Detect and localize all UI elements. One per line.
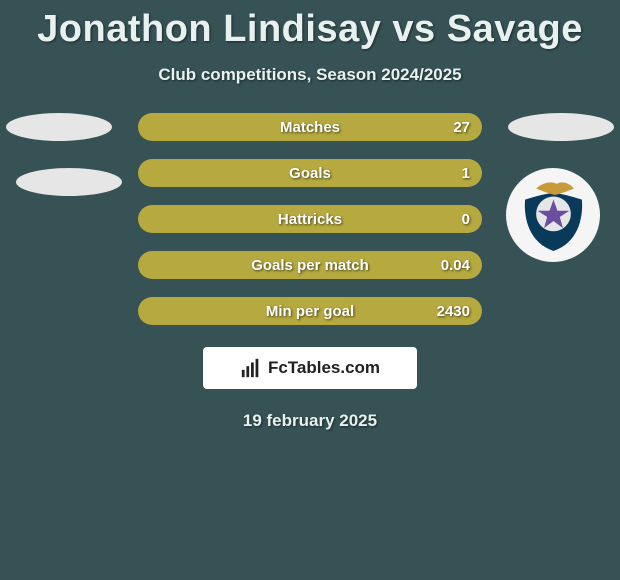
stat-row: Matches27 bbox=[138, 113, 482, 141]
stat-label: Min per goal bbox=[138, 303, 482, 320]
stat-row: Min per goal2430 bbox=[138, 297, 482, 325]
stat-value: 2430 bbox=[437, 303, 470, 320]
stat-row: Goals1 bbox=[138, 159, 482, 187]
page-title: Jonathon Lindisay vs Savage bbox=[0, 0, 620, 51]
stat-label: Goals per match bbox=[138, 257, 482, 274]
stat-value: 1 bbox=[462, 165, 470, 182]
brand-attribution: FcTables.com bbox=[203, 347, 417, 389]
club-crest bbox=[506, 168, 600, 262]
main-content: Matches27 Goals1 Hattricks0 Goals per match… bbox=[0, 113, 620, 431]
right-avatar-placeholder-1 bbox=[508, 113, 614, 141]
left-avatar-placeholder-1 bbox=[6, 113, 112, 141]
stat-value: 27 bbox=[453, 119, 470, 136]
stat-value: 0 bbox=[462, 211, 470, 228]
stat-value: 0.04 bbox=[441, 257, 470, 274]
stat-row: Goals per match0.04 bbox=[138, 251, 482, 279]
left-avatar-placeholder-2 bbox=[16, 168, 122, 196]
brand-label: FcTables.com bbox=[268, 358, 380, 378]
stat-rows: Matches27 Goals1 Hattricks0 Goals per match… bbox=[138, 113, 482, 325]
stat-label: Matches bbox=[138, 119, 482, 136]
stat-label: Hattricks bbox=[138, 211, 482, 228]
footer-date: 19 february 2025 bbox=[0, 411, 620, 431]
stat-label: Goals bbox=[138, 165, 482, 182]
stat-row: Hattricks0 bbox=[138, 205, 482, 233]
bar-chart-icon bbox=[240, 357, 262, 379]
crest-icon bbox=[514, 176, 593, 255]
page-subtitle: Club competitions, Season 2024/2025 bbox=[0, 65, 620, 85]
